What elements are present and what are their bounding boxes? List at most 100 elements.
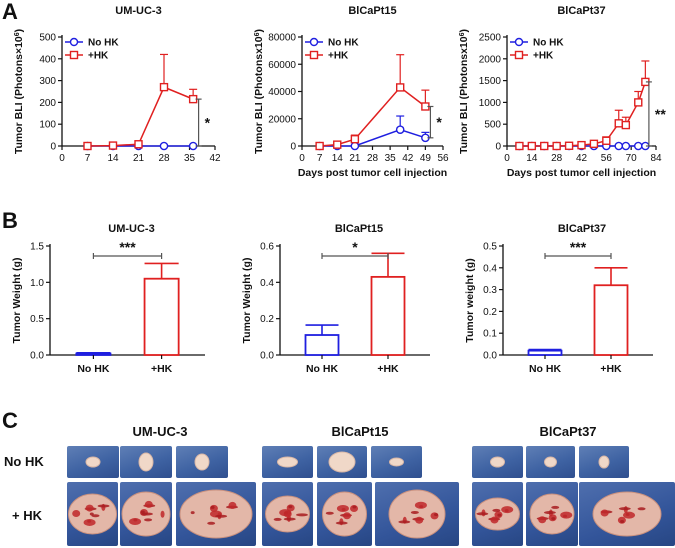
photo-row-label-no-hk: No HK — [4, 454, 44, 469]
y-tick-label: 500 — [484, 120, 501, 131]
data-point-hk — [552, 141, 561, 151]
data-point-hk — [350, 134, 360, 144]
tumor-photo-no-hk — [526, 446, 575, 478]
data-point-hk — [83, 141, 92, 151]
weight-chart-blcapt37: BlCaPt37 0.0 0.1 0.2 0.3 0.4 0.5 Tumor weight (… — [464, 223, 653, 375]
data-point-no-hk — [159, 141, 169, 151]
y-tick-label: 2000 — [479, 54, 502, 65]
legend-label-hk: +HK — [533, 51, 554, 62]
y-axis-label: Tumor weight (g) — [464, 258, 476, 342]
data-point-no-hk — [395, 125, 405, 134]
bar-no-hk — [75, 352, 112, 356]
y-tick-label: 0.6 — [260, 242, 274, 253]
y-tick-label: 80000 — [268, 33, 296, 44]
tumor-photo-no-hk — [176, 446, 228, 478]
series-line-hk — [87, 86, 194, 147]
data-point-hk — [333, 140, 342, 149]
tumor-specimen-icon — [592, 491, 662, 537]
y-tick-label: 300 — [39, 76, 56, 87]
tumor-specimen-icon — [475, 497, 520, 531]
y-tick-label: 1.5 — [30, 242, 44, 253]
data-point-no-hk — [614, 141, 624, 151]
legend-label-no-hk: No HK — [88, 38, 119, 49]
tumor-specimen-icon — [121, 491, 171, 537]
x-tick-label: 56 — [601, 153, 613, 164]
photo-group-title-blcapt37: BlCaPt37 — [539, 424, 597, 439]
x-tick-label: 35 — [385, 153, 397, 164]
y-tick-label: 0 — [495, 142, 501, 153]
data-point-hk — [602, 136, 611, 145]
tumor-photo-hk — [262, 482, 313, 546]
y-tick-label: 400 — [39, 54, 56, 65]
tumor-specimen-icon — [322, 491, 367, 537]
x-tick-label: 21 — [349, 153, 361, 164]
y-tick-label: 0 — [290, 142, 296, 153]
significance-label: * — [436, 114, 442, 130]
x-tick-label-hk: +HK — [151, 363, 173, 375]
significance-label: ** — [655, 106, 666, 122]
data-point-hk — [527, 141, 537, 151]
x-tick-label: 14 — [332, 153, 344, 164]
x-tick-label-hk: +HK — [600, 363, 622, 375]
bar-no-hk — [304, 334, 340, 356]
tumor-specimen-icon — [265, 495, 310, 533]
chart-title: BlCaPt37 — [558, 223, 606, 235]
data-point-no-hk — [633, 141, 643, 151]
data-point-hk — [108, 141, 118, 150]
x-tick-label: 70 — [626, 153, 638, 164]
y-tick-label: 0.4 — [260, 278, 274, 289]
tumor-photo-hk — [120, 482, 172, 546]
series-line-hk — [519, 81, 647, 147]
bli-chart-umuc3: UM-UC-3 0 100 200 300 400 500 0 7 14 21 28 35 42 Tumor… — [13, 5, 221, 164]
bar-no-hk — [527, 349, 563, 356]
tumor-photo-no-hk — [579, 446, 629, 478]
significance-label: * — [205, 115, 211, 131]
photo-group-title-umuc3: UM-UC-3 — [132, 424, 188, 439]
y-tick-label: 2500 — [479, 33, 502, 44]
data-point-hk — [621, 120, 631, 130]
data-point-hk — [395, 83, 405, 92]
tumor-specimen-icon — [328, 451, 356, 473]
weight-chart-umuc3: UM-UC-3 0.0 0.5 1.0 1.5 Tumor Weight (g) No HK… — [11, 223, 205, 375]
x-tick-label: 14 — [107, 153, 119, 164]
tumor-photo-no-hk — [67, 446, 119, 478]
x-tick-label: 49 — [420, 153, 432, 164]
y-tick-label: 60000 — [268, 60, 296, 71]
chart-title: BlCaPt37 — [557, 5, 605, 17]
y-axis-label: Tumor Weight (g) — [241, 258, 253, 344]
panel-letter-c: C — [2, 408, 18, 433]
y-tick-label: 0.0 — [483, 351, 497, 362]
x-tick-label: 35 — [184, 153, 196, 164]
x-tick-label: 0 — [504, 153, 510, 164]
panel-letter-a: A — [2, 0, 18, 24]
legend-label-hk: +HK — [328, 51, 349, 62]
x-tick-label-no-hk: No HK — [77, 363, 109, 375]
y-tick-label: 0 — [50, 142, 56, 153]
tumor-photo-hk — [375, 482, 459, 546]
bli-chart-blcapt15: BlCaPt15 0 20000 40000 60000 80000 0 7 14 21 28 35 4… — [253, 5, 449, 179]
tumor-photo-no-hk — [371, 446, 422, 478]
data-point-hk — [564, 141, 574, 150]
x-tick-label-no-hk: No HK — [529, 363, 561, 375]
bli-chart-blcapt37: BlCaPt37 0 500 1000 1500 2000 2500 0 14 28 42 56 70 8… — [458, 5, 666, 179]
series-line-hk — [319, 86, 426, 147]
x-tick-label: 28 — [367, 153, 379, 164]
y-tick-label: 0.2 — [260, 314, 274, 325]
y-tick-label: 0.0 — [260, 351, 274, 362]
tumor-photo-no-hk — [262, 446, 313, 478]
bar-hk — [370, 275, 406, 356]
bar-hk — [143, 277, 180, 356]
x-tick-label: 0 — [299, 153, 305, 164]
y-axis-label: Tumor BLI (Photonsx106) — [253, 29, 265, 154]
bar-hk — [593, 284, 629, 356]
y-tick-label: 1000 — [479, 98, 502, 109]
data-point-hk — [614, 119, 623, 128]
y-axis-label: Tumor BLI (Photons×106) — [13, 29, 25, 154]
x-tick-label: 14 — [526, 153, 538, 164]
tumor-photo-hk — [526, 482, 578, 546]
tumor-specimen-icon — [68, 493, 117, 535]
y-tick-label: 0.1 — [483, 329, 497, 340]
legend-marker-hk — [514, 50, 524, 60]
tumor-photo-hk — [317, 482, 372, 546]
chart-title: BlCaPt15 — [348, 5, 396, 17]
